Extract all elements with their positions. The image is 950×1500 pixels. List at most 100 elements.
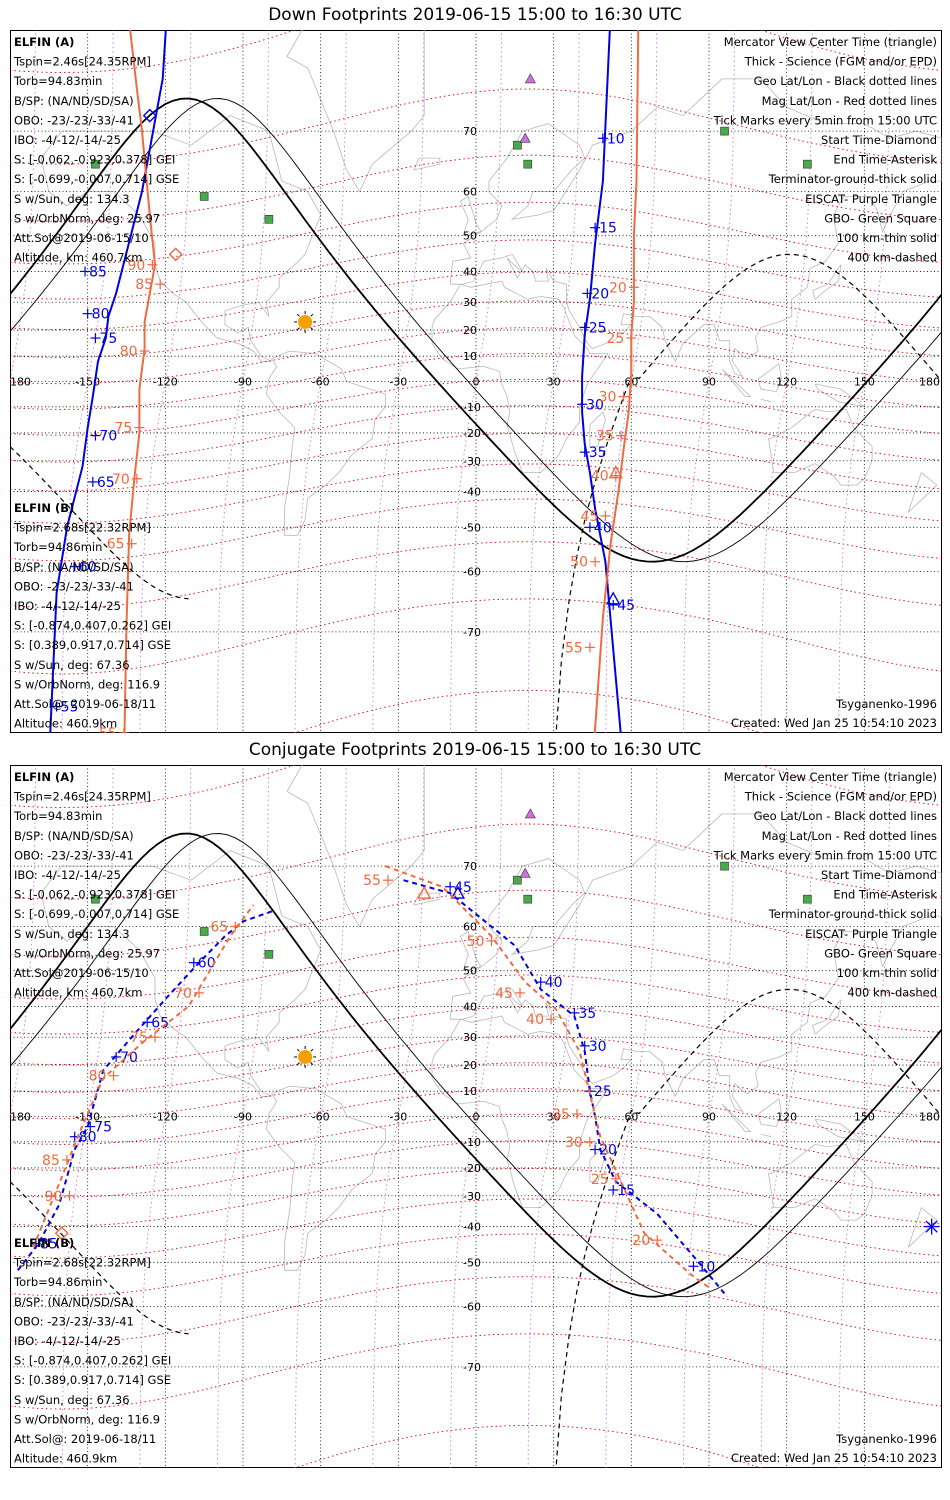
legend-line: End Time-Asterisk — [833, 888, 937, 902]
x-tick-label: 0 — [473, 376, 480, 389]
gbo-square-icon — [513, 140, 522, 150]
sun-ray — [310, 313, 314, 317]
track-tick-label: 20 — [591, 286, 609, 302]
geo-grid: 180 -150 -120 -90 -60 -30 0 30 60 90 120 150 1807060… — [10, 30, 942, 733]
elfin-b-info-line: OBO: -23/-23/-33/-41 — [14, 579, 134, 593]
sun-ray — [297, 1048, 300, 1052]
mag-lat-line — [10, 1088, 942, 1145]
elfin-a-info-line: B/SP: (NA/ND/SD/SA) — [14, 829, 134, 843]
track-elfin-b — [593, 30, 640, 733]
legend-line: Terminator-ground-thick solid — [768, 172, 937, 186]
elfin-b-info-line: S w/Sun, deg: 67.36 — [14, 1393, 130, 1407]
elfin-a-info-line: ELFIN (A) — [14, 770, 74, 784]
gbo-square-icon — [91, 894, 100, 904]
elfin-a-info-line: Altitude, km: 460.7km — [14, 251, 142, 265]
legend-line: 400 km-dashed — [847, 986, 937, 1000]
track-tick-label: 25 — [594, 1084, 612, 1100]
altitude-100km-line — [10, 98, 942, 563]
gbo-square-icon — [720, 126, 729, 136]
coastline-8 — [812, 264, 842, 301]
elfin-b-info-line: S: [-0.874,0.407,0.262] GEI — [14, 1354, 171, 1368]
sun-ray — [310, 327, 314, 331]
mag-lat-line — [10, 327, 942, 385]
start-diamond-icon — [168, 247, 183, 262]
elfin-a-info-line: S: [-0.699,-0.007,0.714] GSE — [14, 172, 179, 186]
elfin-a-info-line: ELFIN (A) — [14, 35, 74, 49]
elfin-b-info-line: IBO: -4/-12/-14/-25 — [14, 599, 121, 613]
track-tick-label: 85 — [135, 277, 153, 293]
y-tick-label: 60 — [463, 920, 477, 933]
coastline-2 — [431, 280, 609, 474]
track-tick-label: 50 — [570, 555, 588, 571]
gbo-square-icon — [523, 894, 533, 904]
elfin-a-info-line: OBO: -23/-23/-33/-41 — [14, 848, 134, 862]
x-tick-label: 90 — [702, 376, 716, 389]
track-tick-label: 60 — [198, 956, 216, 972]
panel-title-down: Down Footprints 2019-06-15 15:00 to 16:3… — [268, 5, 682, 25]
coastline-9 — [589, 1146, 606, 1183]
x-tick-label: -120 — [153, 376, 178, 389]
coastline-14 — [907, 472, 938, 513]
start-diamond-icon — [142, 108, 157, 123]
track-tick-label: 80 — [92, 307, 110, 323]
elfin-b-info-line: B/SP: (NA/ND/SD/SA) — [14, 560, 134, 574]
altitude-400km-line — [10, 1181, 189, 1335]
coastline-13 — [814, 383, 865, 408]
track-tick-label: 75 — [94, 1120, 112, 1136]
x-tick-label: 180 — [10, 1111, 31, 1124]
track-tick-label: 25 — [606, 331, 624, 347]
terminator — [10, 97, 942, 733]
elfin-a-info-line: S w/Sun, deg: 134.3 — [14, 927, 130, 941]
sun-ray — [297, 1062, 300, 1066]
mag-lat-line — [10, 1140, 942, 1198]
y-tick-label: 10 — [463, 1085, 477, 1098]
track-tick-label: 40 — [526, 1012, 544, 1028]
elfin-a-info-line: Tspin=2.46s[24.35RPM] — [13, 790, 151, 804]
created-label: Created: Wed Jan 25 10:54:10 2023 — [731, 1451, 937, 1465]
x-tick-label: -120 — [153, 1111, 178, 1124]
eiscat-triangle-icon — [524, 808, 536, 819]
legend-line: Start Time-Diamond — [821, 133, 937, 147]
elfin-b-info-line: B/SP: (NA/ND/SD/SA) — [14, 1295, 134, 1309]
terminator-ground-line — [10, 97, 942, 563]
legend-line: Tick Marks every 5min from 15:00 UTC — [713, 848, 937, 862]
x-tick-label: 180 — [919, 376, 940, 389]
legend-line: End Time-Asterisk — [833, 153, 937, 167]
coastline-7 — [413, 892, 441, 906]
coastline-11 — [760, 398, 772, 403]
end-asterisk-icon — [923, 1218, 940, 1235]
track-tick-label: 55 — [565, 640, 583, 656]
track-tick-label: 70 — [99, 429, 117, 445]
mag-lat-line — [10, 1168, 942, 1227]
coastline-2 — [431, 1015, 609, 1209]
x-tick-label: 120 — [776, 1111, 797, 1124]
track-tick-label: 20 — [609, 280, 627, 296]
center-triangle-icon — [450, 885, 466, 899]
legend-line: Mag Lat/Lon - Red dotted lines — [762, 94, 937, 108]
elfin-a-info-line: S w/OrbNorm, deg: 25.97 — [14, 211, 160, 225]
eiscat-triangle-icon — [519, 132, 531, 143]
y-tick-label: -50 — [463, 521, 481, 534]
eiscat-triangle-icon — [524, 73, 536, 84]
legend-line: Thick - Science (FGM and/or EPD) — [744, 55, 937, 69]
x-tick-label: -60 — [312, 1111, 330, 1124]
track-tick-label: 75 — [115, 421, 133, 437]
elfin-a-info-line: Altitude, km: 460.7km — [14, 986, 142, 1000]
y-tick-label: 20 — [463, 1059, 477, 1072]
created-label: Created: Wed Jan 25 10:54:10 2023 — [731, 716, 937, 730]
coastline-13 — [814, 1118, 865, 1143]
geo-grid: 180 -150 -120 -90 -60 -30 0 30 60 90 120 150 1807060… — [10, 765, 942, 1468]
track-tick-label: 85 — [42, 1153, 60, 1169]
sun-rays — [294, 1045, 317, 1068]
track-tick-label: 40 — [594, 520, 612, 536]
x-tick-label: 90 — [702, 1111, 716, 1124]
track-tick-label: 45 — [617, 598, 635, 614]
y-tick-label: 40 — [463, 1000, 477, 1013]
elfin-b-info-line: Torb=94.86min — [13, 1275, 102, 1289]
elfin-b-info-line: Tspin=2.68s[22.32RPM] — [13, 1256, 151, 1270]
track-tick-label: 30 — [599, 390, 617, 406]
gbo-square-icon — [513, 875, 522, 885]
mag-lat-line — [10, 433, 942, 492]
legend-line: 400 km-dashed — [847, 251, 937, 265]
track-elfin-b — [32, 904, 255, 1248]
